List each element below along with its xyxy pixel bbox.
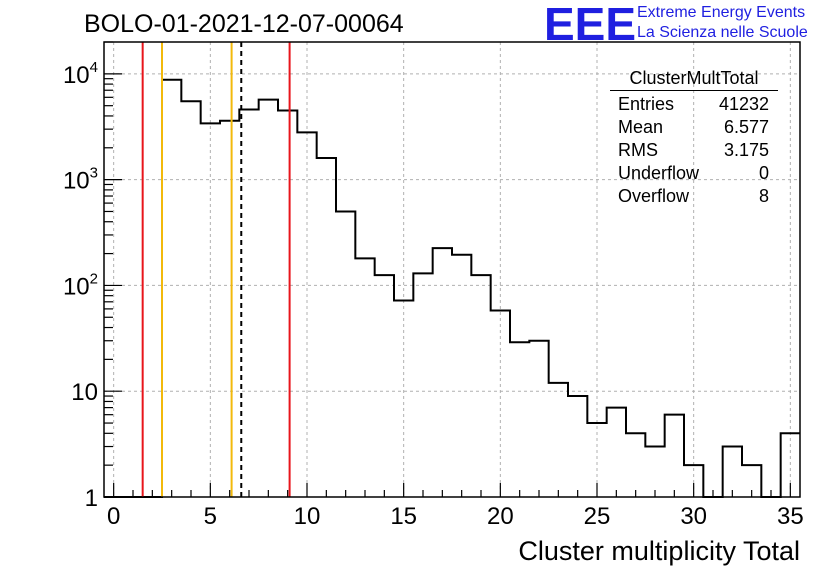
stats-row-rms: RMS 3.175 [610, 140, 778, 163]
y-tick-label: 1 [85, 485, 98, 512]
plot-frame [103, 41, 801, 498]
x-tick-label: 5 [204, 503, 217, 530]
stats-value: 41232 [718, 94, 769, 114]
stats-row-underflow: Underflow 0 [610, 163, 778, 186]
y-tick-label: 10 [71, 379, 98, 406]
x-tick-label: 15 [390, 503, 417, 530]
stats-box: ClusterMultTotal Entries 41232 Mean 6.57… [610, 68, 778, 209]
x-tick-label: 35 [777, 503, 804, 530]
stats-value: 6.577 [723, 117, 769, 137]
logo-line-2: La Scienza nelle Scuole [637, 24, 808, 41]
chart-title: BOLO-01-2021-12-07-00064 [84, 10, 404, 38]
stats-title: ClusterMultTotal [610, 68, 778, 91]
stats-label: Mean [618, 117, 664, 137]
x-tick-label: 0 [107, 503, 120, 530]
histogram-series [104, 78, 800, 498]
x-tick-label: 25 [584, 503, 611, 530]
x-tick-label: 30 [680, 503, 707, 530]
stats-row-entries: Entries 41232 [610, 94, 778, 117]
stats-label: Underflow [618, 163, 700, 183]
stats-label: Overflow [618, 186, 690, 206]
logo-mark: EEE [544, 2, 636, 44]
stats-value: 3.175 [723, 140, 769, 160]
stats-label: RMS [618, 140, 658, 160]
y-tick-label: 102 [63, 270, 98, 300]
eee-logo: EEE [544, 2, 636, 44]
y-tick-label: 103 [63, 165, 98, 195]
stats-row-overflow: Overflow 8 [610, 186, 778, 209]
x-tick-label: 20 [487, 503, 514, 530]
logo-line-1: Extreme Energy Events [637, 4, 806, 21]
y-tick-label: 104 [63, 59, 98, 89]
stats-label: Entries [618, 94, 675, 114]
x-axis-label: Cluster multiplicity Total [518, 536, 800, 566]
stats-value: 8 [758, 186, 769, 206]
x-tick-label: 10 [294, 503, 321, 530]
stats-row-mean: Mean 6.577 [610, 117, 778, 140]
stats-value: 0 [758, 163, 769, 183]
